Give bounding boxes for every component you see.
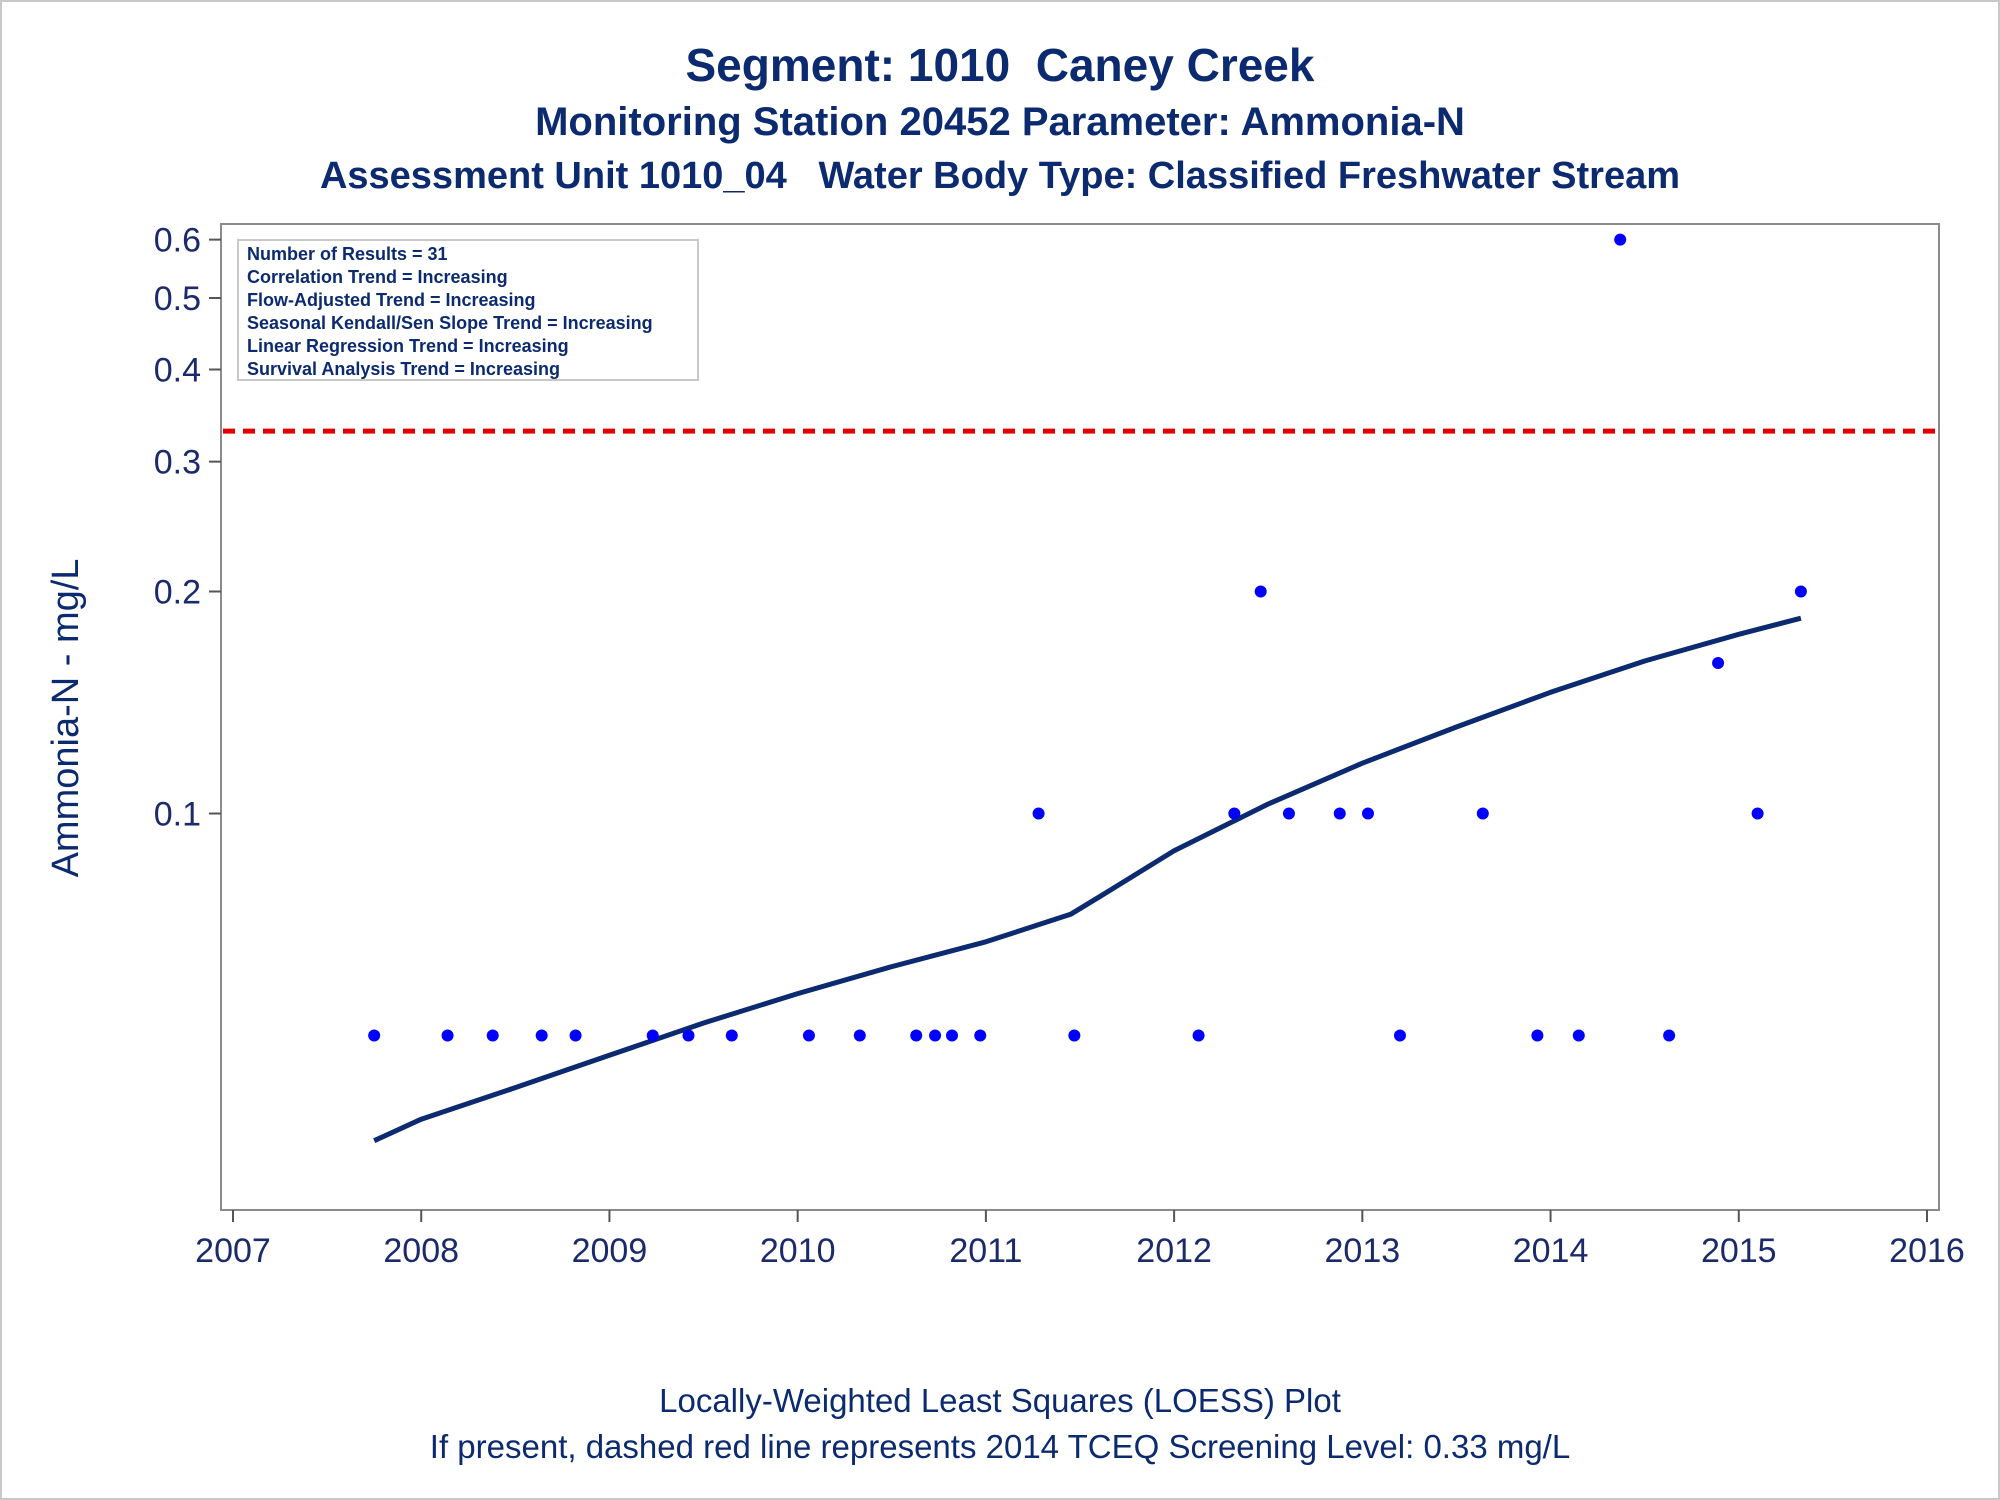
data-point bbox=[1614, 233, 1627, 246]
data-point bbox=[802, 1029, 815, 1042]
data-point bbox=[1254, 585, 1267, 598]
x-tick-label: 2008 bbox=[383, 1232, 459, 1270]
x-tick-label: 2009 bbox=[572, 1232, 648, 1270]
x-tick-label: 2013 bbox=[1325, 1232, 1401, 1270]
loess-curve bbox=[373, 615, 1802, 1143]
data-point bbox=[853, 1029, 866, 1042]
x-tick-label: 2014 bbox=[1513, 1232, 1589, 1270]
data-point bbox=[682, 1029, 695, 1042]
stats-box-border bbox=[237, 239, 699, 381]
data-point bbox=[1531, 1029, 1544, 1042]
stats-line-seasonal-kendall: Seasonal Kendall/Sen Slope Trend = Incre… bbox=[247, 313, 653, 333]
x-tick-label: 2016 bbox=[1889, 1232, 1965, 1270]
data-point bbox=[1712, 656, 1725, 669]
chart-subtitle-station: Monitoring Station 20452 Parameter: Ammo… bbox=[535, 100, 1465, 144]
data-point bbox=[1393, 1029, 1406, 1042]
data-point bbox=[569, 1029, 582, 1042]
y-tick-label: 0.3 bbox=[154, 444, 201, 482]
data-point bbox=[1282, 807, 1295, 820]
data-point bbox=[1663, 1029, 1676, 1042]
x-tick-label: 2012 bbox=[1136, 1232, 1212, 1270]
footer-loess-note: Locally-Weighted Least Squares (LOESS) P… bbox=[659, 1382, 1341, 1419]
stats-line-linear-regression: Linear Regression Trend = Increasing bbox=[247, 336, 569, 356]
y-axis: 0.1 0.2 0.3 0.4 0.5 0.6 bbox=[154, 222, 221, 834]
footer-screening-note: If present, dashed red line represents 2… bbox=[429, 1428, 1571, 1465]
data-point bbox=[946, 1029, 959, 1042]
stats-line-correlation: Correlation Trend = Increasing bbox=[247, 267, 508, 287]
y-axis-label: Ammonia-N - mg/L bbox=[45, 559, 87, 878]
data-point bbox=[1794, 585, 1807, 598]
stats-line-results: Number of Results = 31 bbox=[247, 244, 448, 264]
stats-box: Number of Results = 31 Correlation Trend… bbox=[237, 239, 699, 381]
stats-line-survival: Survival Analysis Trend = Increasing bbox=[247, 359, 560, 379]
data-point bbox=[1333, 807, 1346, 820]
data-point bbox=[1572, 1029, 1585, 1042]
chart-subtitle-assessment: Assessment Unit 1010_04 Water Body Type:… bbox=[319, 155, 1681, 197]
y-tick-label: 0.6 bbox=[154, 222, 201, 260]
y-tick-label: 0.4 bbox=[154, 351, 201, 389]
data-point bbox=[486, 1029, 499, 1042]
plot-area bbox=[220, 223, 1940, 1211]
stats-line-flow-adjusted: Flow-Adjusted Trend = Increasing bbox=[247, 290, 536, 310]
chart-title: Segment: 1010 Caney Creek bbox=[685, 39, 1315, 91]
data-point bbox=[910, 1029, 923, 1042]
data-point bbox=[1068, 1029, 1081, 1042]
data-point bbox=[1751, 807, 1764, 820]
y-tick-label: 0.2 bbox=[154, 574, 201, 612]
data-point bbox=[1192, 1029, 1205, 1042]
x-tick-label: 2010 bbox=[760, 1232, 836, 1270]
data-point bbox=[1476, 807, 1489, 820]
data-point bbox=[974, 1029, 987, 1042]
data-point bbox=[1361, 807, 1374, 820]
x-axis: 2007 2008 2009 2010 2011 2012 2013 2014 2015 2016 bbox=[195, 1210, 1965, 1270]
data-point bbox=[441, 1029, 454, 1042]
x-tick-label: 2011 bbox=[949, 1232, 1022, 1270]
loess-group bbox=[373, 615, 1802, 1143]
data-point bbox=[929, 1029, 942, 1042]
x-tick-label: 2007 bbox=[195, 1232, 271, 1270]
y-tick-label: 0.1 bbox=[154, 796, 201, 834]
x-tick-label: 2015 bbox=[1701, 1232, 1777, 1270]
points-group bbox=[368, 233, 1807, 1042]
data-point bbox=[535, 1029, 548, 1042]
y-tick-label: 0.5 bbox=[154, 280, 201, 318]
data-point bbox=[725, 1029, 738, 1042]
data-point bbox=[368, 1029, 381, 1042]
data-point bbox=[1032, 807, 1045, 820]
data-point bbox=[646, 1029, 659, 1042]
data-point bbox=[1228, 807, 1241, 820]
